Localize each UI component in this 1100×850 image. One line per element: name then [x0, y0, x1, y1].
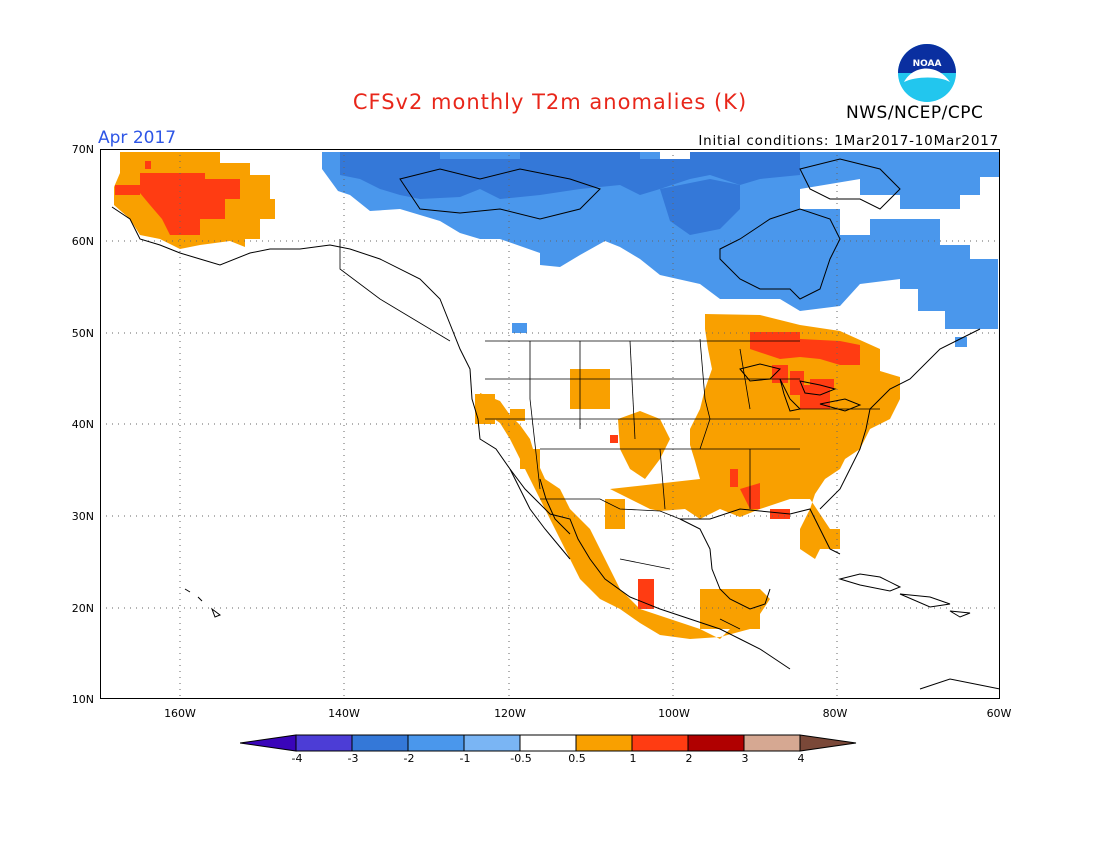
colorbar-tick: 1: [629, 752, 637, 765]
colorbar-cell: [463, 734, 521, 752]
period-label: Apr 2017: [98, 128, 177, 148]
lon-label: 160W: [164, 707, 196, 720]
initial-conditions-label: Initial conditions: 1Mar2017-10Mar2017: [698, 133, 999, 149]
agency-label: NWS/NCEP/CPC: [846, 103, 984, 123]
colorbar: [240, 734, 857, 752]
colorbar-cell: [407, 734, 465, 752]
graticule: [100, 149, 1000, 699]
lon-label: 60W: [986, 707, 1012, 720]
colorbar-tick: -1: [459, 752, 471, 765]
map-title: CFSv2 monthly T2m anomalies (K): [352, 90, 748, 114]
lat-label: 30N: [71, 510, 94, 523]
colorbar-cell: [295, 734, 353, 752]
anomaly-cold-light: [322, 152, 1000, 347]
anomaly-map: [100, 149, 1000, 699]
colorbar-cell: [519, 734, 577, 752]
colorbar-cell: [743, 734, 801, 752]
lon-label: 100W: [658, 707, 690, 720]
lon-label: 80W: [822, 707, 848, 720]
colorbar-cell: [799, 734, 857, 752]
logo-text: NOAA: [913, 59, 942, 69]
lat-label: 10N: [71, 693, 94, 706]
colorbar-cell: [631, 734, 689, 752]
lat-label: 60N: [71, 235, 94, 248]
colorbar-cell: [575, 734, 633, 752]
colorbar-tick: 4: [797, 752, 805, 765]
colorbar-tick: -0.5: [510, 752, 532, 765]
lon-label: 120W: [494, 707, 526, 720]
lon-label: 140W: [328, 707, 360, 720]
lat-label: 70N: [71, 143, 94, 156]
colorbar-tick: 3: [741, 752, 749, 765]
map-frame: [100, 149, 1000, 699]
colorbar-tick: 0.5: [568, 752, 586, 765]
colorbar-cell: [351, 734, 409, 752]
lat-label: 20N: [71, 602, 94, 615]
colorbar-cell: [240, 734, 297, 752]
anomaly-cold-medium: [340, 152, 800, 235]
noaa-logo: NOAA: [896, 42, 958, 108]
lat-label: 40N: [71, 418, 94, 431]
colorbar-cell: [687, 734, 745, 752]
lat-label: 50N: [71, 327, 94, 340]
colorbar-tick: -2: [403, 752, 415, 765]
colorbar-tick: -4: [291, 752, 303, 765]
colorbar-tick: 2: [685, 752, 693, 765]
political-borders: [339, 239, 880, 630]
colorbar-tick: -3: [347, 752, 359, 765]
